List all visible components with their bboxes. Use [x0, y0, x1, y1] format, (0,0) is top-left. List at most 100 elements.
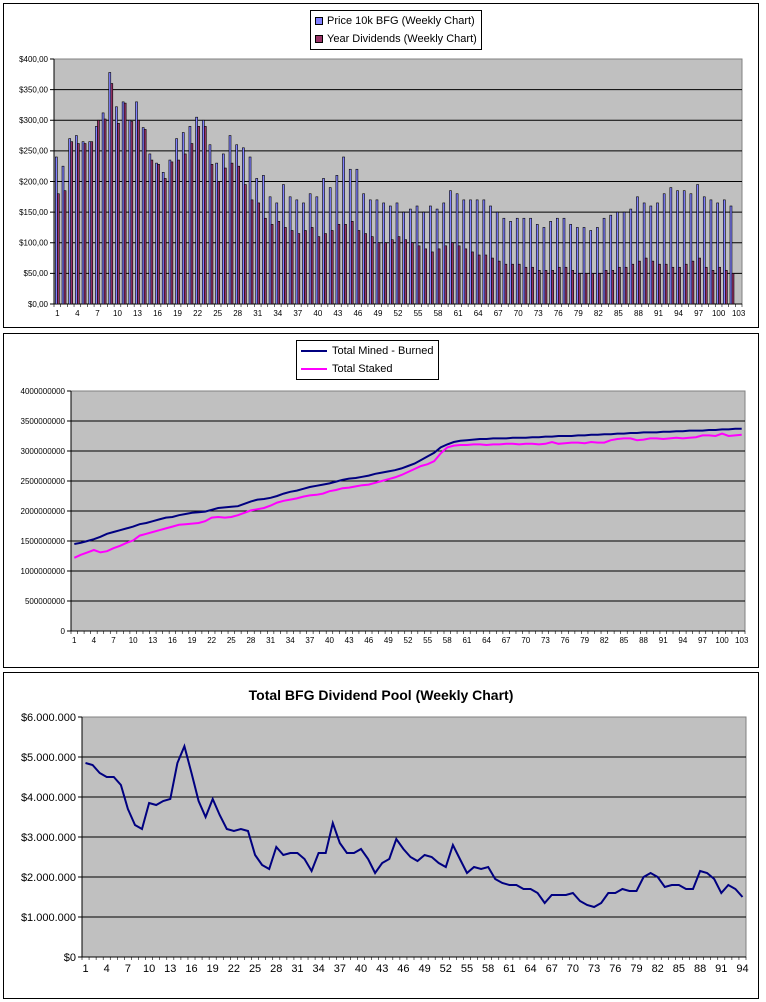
bar-price — [622, 211, 626, 305]
bar-dividends — [217, 181, 220, 305]
bar-price — [288, 196, 292, 305]
legend-swatch-staked — [301, 368, 327, 370]
bar-dividends — [103, 118, 107, 305]
bar-dividends — [484, 254, 488, 305]
x-tick-label: 34 — [286, 636, 295, 645]
bar-dividends — [117, 123, 120, 305]
x-tick-label: 4 — [92, 636, 97, 645]
bar-price — [542, 227, 546, 305]
x-tick-label: 64 — [482, 636, 491, 645]
bar-dividends — [150, 159, 154, 305]
bar-dividends — [364, 233, 367, 305]
bar-price — [576, 227, 579, 305]
x-tick-label: 91 — [654, 309, 663, 318]
bar-price — [689, 193, 693, 305]
x-tick-label: 76 — [609, 963, 621, 975]
bar-dividends — [310, 227, 314, 305]
x-tick-label: 1 — [72, 636, 77, 645]
bar-price — [302, 202, 305, 305]
x-tick-label: 85 — [619, 636, 628, 645]
bar-price — [248, 156, 252, 305]
bar-dividends — [197, 126, 200, 305]
bar-price — [55, 156, 58, 305]
x-tick-label: 61 — [454, 309, 463, 318]
x-tick-label: 1 — [82, 963, 88, 975]
bar-dividends — [190, 143, 194, 305]
y-tick-label: $100,00 — [19, 239, 48, 248]
bar-price — [582, 227, 586, 305]
bar-dividends — [598, 273, 601, 305]
bar-price — [562, 217, 566, 305]
bar-dividends — [491, 257, 494, 305]
x-tick-label: 37 — [334, 963, 346, 975]
bar-dividends — [477, 254, 481, 305]
x-tick-label: 40 — [325, 636, 334, 645]
x-tick-label: 25 — [227, 636, 236, 645]
bar-dividends — [551, 270, 554, 305]
bar-dividends — [604, 270, 608, 305]
x-tick-label: 76 — [554, 309, 563, 318]
bar-dividends — [370, 236, 374, 305]
bar-price — [335, 175, 339, 305]
bar-dividends — [337, 224, 341, 305]
bar-price — [629, 208, 633, 305]
bar-price — [95, 126, 98, 305]
x-tick-label: 97 — [694, 309, 703, 318]
bar-dividends — [297, 233, 301, 305]
x-tick-label: 91 — [659, 636, 668, 645]
y-tick-label: 3000000000 — [21, 447, 66, 456]
y-tick-label: 1000000000 — [21, 567, 66, 576]
x-tick-label: 70 — [514, 309, 523, 318]
bar-price — [649, 205, 653, 305]
x-tick-label: 79 — [574, 309, 583, 318]
x-tick-label: 13 — [164, 963, 176, 975]
bar-dividends — [624, 266, 628, 305]
bar-price — [215, 162, 218, 305]
bar-price — [596, 227, 599, 305]
bar-dividends — [584, 273, 588, 305]
legend-item-mined: Total Mined - Burned — [301, 342, 434, 360]
x-tick-label: 73 — [534, 309, 543, 318]
bar-price — [696, 184, 699, 305]
bar-dividends — [330, 230, 334, 305]
y-tick-label: $400,00 — [19, 55, 48, 64]
bar-dividends — [163, 178, 167, 305]
x-tick-label: 19 — [188, 636, 197, 645]
x-tick-label: 37 — [293, 309, 302, 318]
bar-price — [195, 116, 198, 305]
x-tick-label: 67 — [494, 309, 503, 318]
x-tick-label: 52 — [440, 963, 452, 975]
x-tick-label: 64 — [524, 963, 536, 975]
bar-price — [569, 224, 572, 305]
bar-dividends — [531, 266, 534, 305]
x-tick-label: 100 — [712, 309, 726, 318]
bar-price — [328, 187, 332, 305]
bar-price — [148, 153, 152, 305]
y-tick-label: 0 — [61, 627, 66, 636]
legend-label-price: Price 10k BFG (Weekly Chart) — [327, 15, 475, 27]
x-tick-label: 40 — [355, 963, 367, 975]
bar-price — [529, 217, 532, 305]
x-tick-label: 4 — [75, 309, 80, 318]
bar-price — [656, 202, 659, 305]
bar-price — [382, 202, 385, 305]
x-tick-label: 55 — [423, 636, 432, 645]
bar-price — [81, 141, 85, 305]
bar-dividends — [537, 270, 541, 305]
bar-price — [709, 199, 713, 305]
x-tick-label: 58 — [482, 963, 494, 975]
series-line-mined — [74, 427, 742, 545]
bar-price — [402, 211, 405, 305]
series-line-dividend-pool — [85, 743, 744, 909]
legend-swatch-dividends — [315, 35, 323, 43]
x-tick-label: 58 — [443, 636, 452, 645]
x-tick-label: 25 — [249, 963, 261, 975]
bar-price — [729, 205, 733, 305]
x-tick-label: 61 — [503, 963, 515, 975]
bar-price — [716, 202, 719, 305]
bar-price — [455, 193, 459, 305]
legend-item-price: Price 10k BFG (Weekly Chart) — [315, 12, 477, 30]
bar-dividends — [718, 266, 721, 305]
bar-price — [482, 199, 486, 305]
bar-price — [368, 199, 372, 305]
